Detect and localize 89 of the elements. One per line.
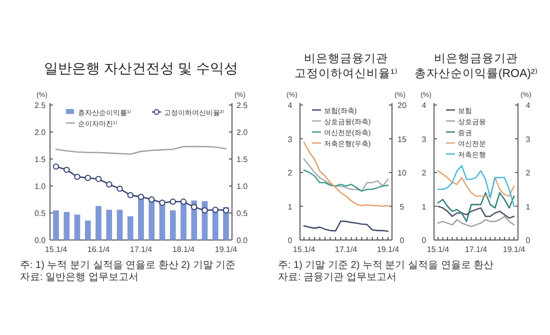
y2-tick-label: 5 (400, 202, 405, 212)
y-tick-label: 0 (288, 236, 293, 245)
y-tick-label: 2.5 (34, 101, 46, 110)
y-tick-label: 3 (422, 134, 427, 144)
x-tick-label: 17.1/4 (464, 245, 488, 254)
text: 자료: 금융기관 업무보고서 (278, 272, 396, 283)
point (222, 207, 230, 214)
line-series (437, 216, 515, 228)
y2-tick-label: 2.5 (236, 101, 248, 110)
y2-tick-label: 0.0 (236, 236, 248, 245)
y2-tick-label: 0.5 (236, 209, 248, 218)
line-series (303, 141, 389, 207)
y-tick-label: 4 (422, 101, 427, 110)
point (52, 163, 60, 170)
line-series (437, 192, 515, 222)
bar (116, 210, 123, 240)
y-tick-label: 2.0 (34, 128, 46, 137)
x-tick-label: 18.1/4 (172, 245, 196, 254)
y2-tick-label: 0 (400, 236, 405, 245)
point (159, 200, 166, 206)
point (191, 204, 198, 210)
point (106, 181, 112, 188)
bar (53, 210, 59, 240)
y2-tick-label: 1.5 (236, 155, 248, 164)
line-series (437, 206, 515, 219)
point (202, 207, 208, 214)
line-series (55, 146, 227, 155)
line-series (303, 169, 389, 192)
point (127, 192, 134, 198)
text: 주: 1) 누적 분기 실적을 연율로 환산 2) 기말 기준 (20, 260, 236, 271)
x-tick-label: 15.1/4 (44, 245, 68, 254)
point (95, 176, 102, 182)
y-tick-label: 2 (288, 168, 293, 178)
y-tick-label: 1 (288, 202, 293, 212)
bar (96, 206, 102, 240)
bar (180, 200, 186, 240)
point (148, 196, 155, 203)
y2-tick-label: 2.0 (236, 128, 248, 137)
line-series (303, 158, 389, 192)
y-tick-label: 1.5 (34, 155, 46, 164)
point (64, 166, 70, 173)
bar (170, 210, 176, 240)
bar (148, 200, 155, 240)
point (138, 194, 144, 200)
y-tick-label: 1.0 (34, 182, 46, 191)
bar (138, 198, 144, 240)
y-tick-label: 3 (288, 134, 293, 144)
line-series (437, 165, 515, 207)
point (74, 174, 80, 180)
point (180, 198, 187, 205)
point (84, 174, 91, 181)
y2-tick-label: 4 (526, 101, 531, 110)
bar (106, 210, 112, 240)
text: 자료: 일반은행 업무보고서 (20, 272, 138, 283)
x-tick-label: 17.1/4 (334, 245, 358, 254)
y-tick-label: 2 (422, 168, 427, 178)
y-tick-label: 0.0 (34, 236, 46, 245)
x-tick-label: 15.1/4 (292, 245, 316, 254)
y-tick-label: 4 (288, 101, 293, 110)
bar (74, 214, 80, 240)
y2-tick-label: 10 (398, 168, 407, 178)
y2-tick-label: 2 (526, 168, 531, 178)
bar (64, 212, 70, 240)
y2-tick-label: 0 (526, 236, 531, 245)
point (170, 198, 176, 205)
line-series (437, 170, 515, 197)
point (212, 206, 218, 213)
chart-title: 비은행금융기관 고정이하여신비율¹⁾ (294, 53, 398, 80)
x-tick-label: 19.1/4 (214, 245, 238, 254)
x-tick-label: 16.1/4 (87, 245, 110, 254)
chart-title: 비은행금융기관 총자산순이익률(ROA)²⁾ (414, 53, 538, 80)
chart-title: 일반은행 자산건전성 및 수익성 (44, 60, 238, 76)
y2-tick-label: 15 (398, 134, 407, 144)
y-tick-label: 1 (422, 202, 427, 212)
y2-tick-label: 20 (398, 101, 407, 110)
text: 주: 1) 기말 기준 2) 누적 분기 실적을 연율로 환산 (278, 260, 494, 271)
x-tick-label: 19.1/4 (376, 245, 400, 254)
x-tick-label: 19.1/4 (502, 245, 526, 254)
y2-tick-label: 1.0 (236, 182, 248, 191)
y-tick-label: 0 (422, 236, 427, 245)
point (116, 186, 123, 192)
bar (84, 220, 91, 240)
x-tick-label: 15.1/4 (426, 245, 450, 254)
y2-tick-label: 3 (526, 134, 531, 144)
x-tick-label: 17.1/4 (130, 245, 153, 254)
line-series (303, 220, 389, 232)
y2-tick-label: 1 (526, 202, 531, 212)
bar (127, 216, 134, 240)
y-tick-label: 0.5 (34, 209, 46, 218)
